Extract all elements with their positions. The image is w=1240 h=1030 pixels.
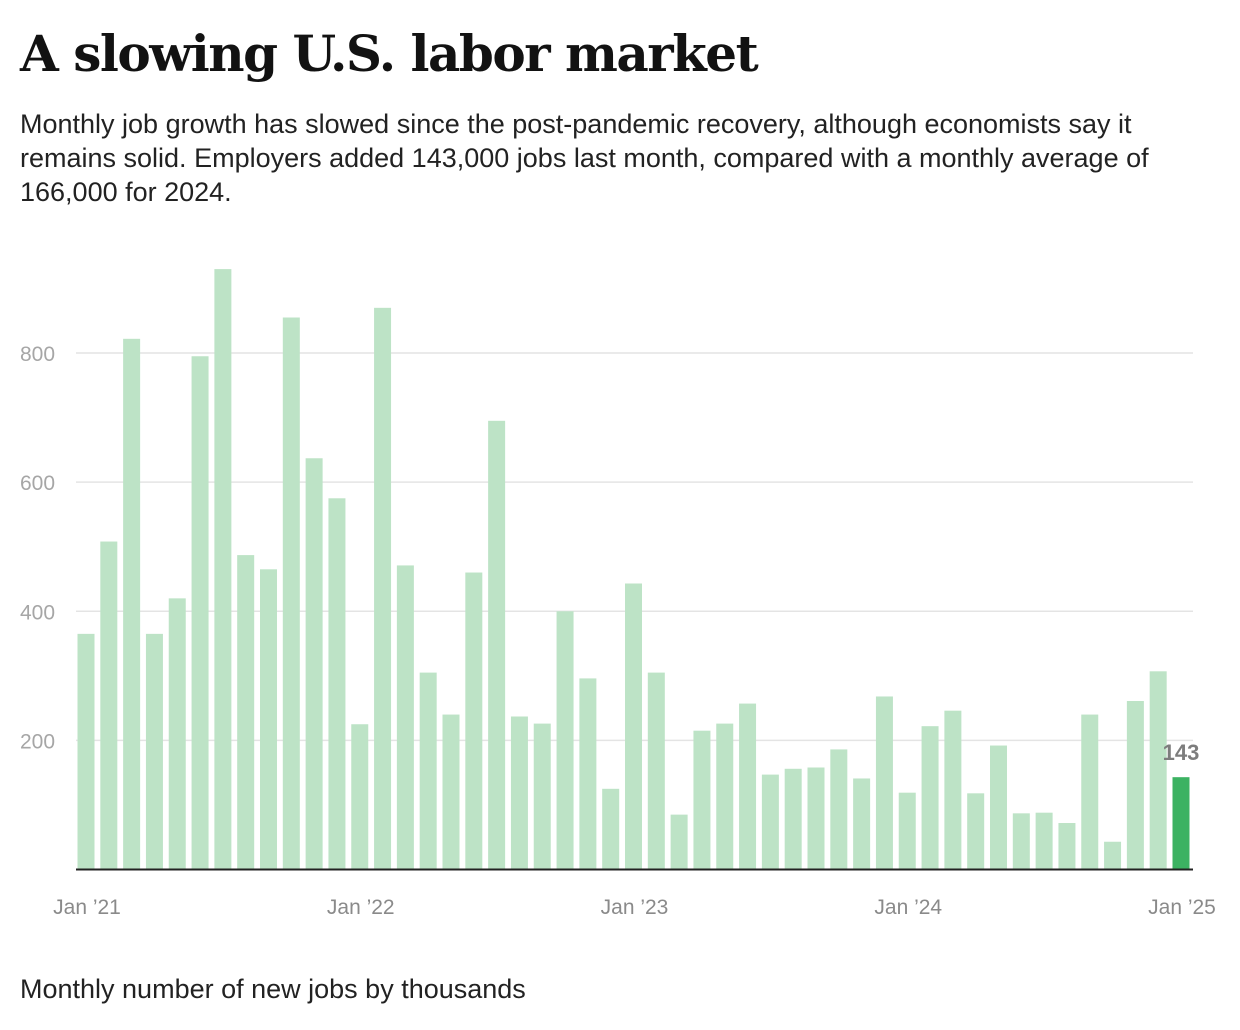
bar [556, 611, 574, 870]
bar [510, 716, 528, 870]
x-tick-label: Jan ’21 [53, 896, 121, 919]
data-labels: 143 [1163, 740, 1200, 765]
bar [739, 703, 757, 870]
bar [282, 317, 300, 870]
bar [1126, 700, 1144, 870]
bar [670, 814, 688, 870]
bar [237, 555, 255, 870]
data-label: 143 [1163, 740, 1200, 765]
x-tick-label: Jan ’22 [327, 896, 395, 919]
chart-subtitle: Monthly job growth has slowed since the … [20, 109, 1149, 207]
bar [830, 749, 848, 870]
y-axis-tick-labels: 200 400 600 800 [20, 343, 55, 753]
bar [1172, 777, 1190, 870]
bar [1149, 671, 1167, 870]
bar [990, 745, 1007, 870]
bar [807, 767, 825, 870]
bar [145, 633, 163, 870]
bar [579, 678, 597, 870]
x-axis-tick-labels: Jan ’21 Jan ’22 Jan ’23 Jan ’24 Jan ’25 [53, 896, 1216, 919]
bar [944, 710, 962, 870]
bar [374, 307, 392, 870]
bar [442, 714, 460, 870]
bar [602, 788, 620, 870]
y-tick-label: 400 [20, 601, 55, 624]
bar [716, 723, 734, 870]
bar [1081, 714, 1099, 870]
bar [761, 774, 779, 870]
bar [123, 338, 141, 870]
bar [191, 356, 209, 870]
bar [853, 778, 871, 870]
bars [77, 269, 1190, 870]
x-tick-label: Jan ’23 [601, 896, 669, 919]
bar [465, 572, 483, 870]
chart-title: A slowing U.S. labor market [20, 24, 759, 83]
bar [351, 724, 369, 870]
bar [77, 633, 95, 870]
bar [921, 726, 939, 870]
bar [898, 792, 916, 870]
bar [533, 723, 551, 870]
bar [260, 569, 277, 870]
bar [784, 768, 802, 870]
bar [100, 541, 118, 870]
bar [967, 793, 985, 870]
bar [693, 730, 711, 870]
bar [1012, 813, 1030, 870]
y-tick-label: 200 [20, 730, 55, 753]
bar [1058, 823, 1076, 870]
y-tick-label: 600 [20, 472, 55, 495]
x-tick-label: Jan ’24 [874, 896, 942, 919]
bar [168, 598, 186, 870]
bar [1104, 841, 1122, 870]
bar [305, 458, 323, 870]
bar [875, 696, 893, 870]
bar [328, 498, 346, 870]
bar [1035, 812, 1053, 870]
bar [625, 583, 642, 870]
chart-footnote: Monthly number of new jobs by thousands [20, 974, 526, 1004]
bar [214, 269, 232, 870]
y-tick-label: 800 [20, 343, 55, 366]
bar [396, 565, 414, 870]
bar [488, 420, 506, 870]
x-tick-label: Jan ’25 [1148, 896, 1216, 919]
bar [647, 672, 665, 870]
bar [419, 672, 437, 870]
